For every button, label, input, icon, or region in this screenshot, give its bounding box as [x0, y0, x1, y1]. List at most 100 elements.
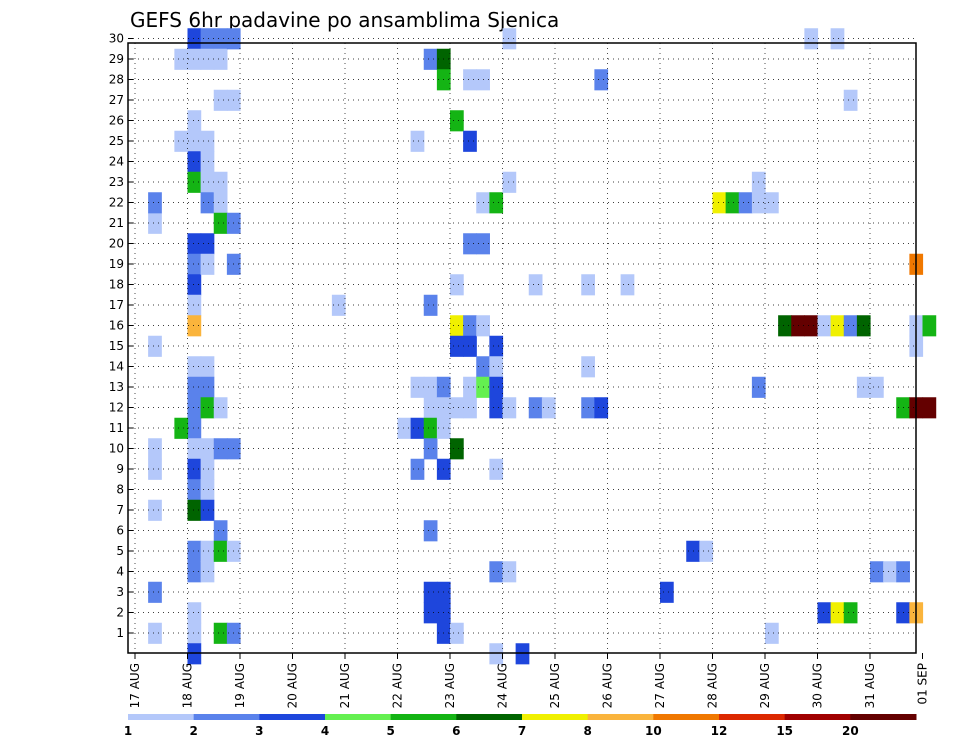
- heat-cell: [148, 335, 162, 357]
- heat-cell: [174, 48, 189, 70]
- heat-cell: [463, 233, 477, 255]
- y-tick-label: 27: [109, 93, 124, 107]
- y-tick-label: 12: [109, 401, 124, 415]
- heat-cell: [213, 89, 228, 111]
- heat-cell: [870, 376, 884, 398]
- heat-cell: [187, 438, 202, 460]
- heat-cell: [712, 192, 727, 214]
- heat-cell: [765, 622, 779, 644]
- heat-cell: [450, 110, 464, 132]
- heat-cell: [463, 397, 477, 419]
- x-tick-label: 26 AUG: [601, 663, 615, 708]
- heat-cell: [489, 458, 504, 480]
- y-tick-label: 28: [109, 73, 124, 87]
- y-tick-label: 29: [109, 52, 124, 66]
- x-tick-label: 17 AUG: [128, 663, 142, 708]
- heat-cell: [423, 438, 438, 460]
- y-tick-label: 25: [109, 134, 124, 148]
- heat-cell: [463, 376, 477, 398]
- x-tick-label: 20 AUG: [286, 663, 300, 708]
- legend-label: 7: [518, 724, 526, 738]
- heat-cell: [213, 520, 228, 542]
- y-tick-label: 16: [109, 319, 124, 333]
- x-tick-label: 27 AUG: [653, 663, 667, 708]
- y-tick-label: 6: [116, 524, 124, 538]
- heat-cell: [187, 28, 202, 50]
- heat-cell: [463, 130, 477, 152]
- heat-cell: [502, 397, 517, 419]
- heat-cell: [843, 89, 858, 111]
- heat-cell: [804, 315, 819, 337]
- heat-cell: [410, 417, 425, 439]
- heat-cell: [200, 438, 215, 460]
- legend-swatch: [390, 714, 457, 720]
- y-tick-label: 18: [109, 278, 124, 292]
- heat-cell: [187, 233, 202, 255]
- heat-cell: [200, 28, 215, 50]
- heat-cell: [502, 561, 517, 583]
- grid-layer: [128, 38, 916, 653]
- y-tick-label: 24: [109, 155, 124, 169]
- plot-frame: [127, 42, 917, 654]
- heat-cell: [450, 622, 464, 644]
- heat-cell: [450, 397, 464, 419]
- heat-cell: [830, 602, 845, 624]
- legend-swatch: [128, 714, 195, 720]
- heat-cell: [213, 540, 228, 562]
- heat-cell: [200, 376, 215, 398]
- heat-cell: [489, 192, 504, 214]
- legend-swatch: [587, 714, 654, 720]
- legend-swatch: [522, 714, 589, 720]
- legend-label: 10: [645, 724, 662, 738]
- x-tick-label: 28 AUG: [706, 663, 720, 708]
- x-tick-label: 24 AUG: [496, 663, 510, 708]
- chart-title: GEFS 6hr padavine po ansamblima Sjenica: [130, 8, 559, 32]
- heat-cell: [922, 397, 937, 419]
- heat-cell: [213, 48, 228, 70]
- legend-label: 5: [386, 724, 394, 738]
- heat-cell: [200, 192, 215, 214]
- legend-swatch: [850, 714, 917, 720]
- y-tick-label: 23: [109, 175, 124, 189]
- heat-cell: [463, 69, 477, 91]
- x-tick-label: 21 AUG: [338, 663, 352, 708]
- heat-cell: [174, 417, 189, 439]
- heat-cell: [450, 335, 464, 357]
- heat-cell: [423, 520, 438, 542]
- heat-cell: [738, 192, 753, 214]
- heat-cell: [187, 253, 202, 275]
- heat-cell: [423, 376, 438, 398]
- heat-cell: [174, 130, 189, 152]
- heat-cell: [410, 458, 425, 480]
- x-tick-label: 30 AUG: [811, 663, 825, 708]
- heat-cell: [200, 130, 215, 152]
- heat-cell: [489, 376, 504, 398]
- legend-label: 8: [583, 724, 591, 738]
- legend-swatch: [456, 714, 523, 720]
- legend-label: 3: [255, 724, 263, 738]
- heat-cell: [463, 315, 477, 337]
- y-tick-label: 9: [116, 462, 124, 476]
- heat-cell: [817, 315, 832, 337]
- heat-cell: [187, 171, 202, 193]
- heat-cell: [187, 561, 202, 583]
- x-tick-label: 25 AUG: [548, 663, 562, 708]
- heat-cell: [187, 499, 202, 521]
- heat-cell: [778, 315, 792, 337]
- heat-cell: [148, 499, 162, 521]
- heat-cell: [489, 397, 504, 419]
- heat-cell: [187, 458, 202, 480]
- heat-cell: [200, 561, 215, 583]
- heat-cell: [450, 274, 464, 296]
- legend-swatch: [325, 714, 392, 720]
- legend-swatch: [719, 714, 786, 720]
- heat-cell: [817, 602, 832, 624]
- heat-cell: [804, 28, 819, 50]
- y-tick-label: 21: [109, 216, 124, 230]
- heat-cell: [187, 540, 202, 562]
- heat-cell: [187, 479, 202, 501]
- heat-cell: [213, 212, 228, 234]
- heat-cell: [187, 417, 202, 439]
- heat-cell: [213, 397, 228, 419]
- heat-cell: [463, 335, 477, 357]
